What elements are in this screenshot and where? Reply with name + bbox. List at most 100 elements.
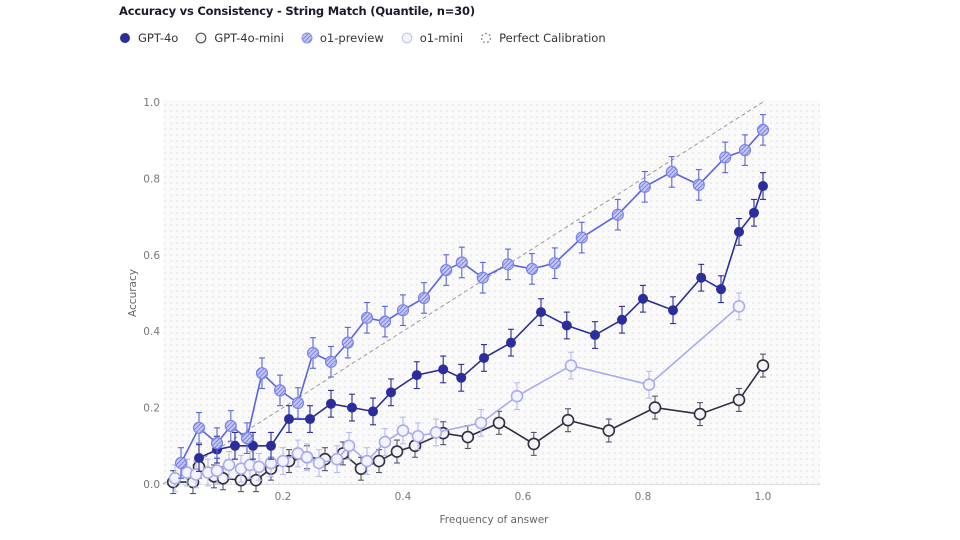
data-point [692, 178, 705, 191]
data-point [738, 144, 752, 157]
legend-item-o1-preview[interactable]: o1-preview [301, 31, 384, 45]
hatched-circle-icon [301, 32, 313, 44]
data-point [642, 378, 656, 391]
series-o1-mini [168, 292, 746, 493]
data-point [492, 416, 506, 430]
dashed-circle-icon [481, 32, 492, 44]
data-point [440, 263, 453, 277]
legend-item-o1-mini[interactable]: o1-mini [401, 31, 463, 45]
data-point [248, 440, 258, 451]
data-point [174, 456, 188, 470]
data-point [590, 330, 600, 341]
data-point [417, 291, 431, 305]
data-point [716, 284, 726, 295]
data-point [330, 452, 344, 466]
data-point [696, 272, 707, 283]
data-point [390, 445, 404, 458]
legend-item-perfect-calibration[interactable]: Perfect Calibration [480, 31, 606, 45]
data-point [510, 389, 524, 403]
data-point [438, 364, 449, 375]
data-point [360, 454, 374, 468]
series-gpt-4o [194, 172, 768, 472]
x-tick-label: 1.0 [755, 491, 772, 503]
filled-circle-icon [120, 33, 130, 43]
y-tick-label: 1.0 [143, 97, 160, 109]
data-point [501, 258, 515, 271]
data-point [638, 180, 651, 193]
data-point [240, 432, 254, 445]
data-point [525, 262, 539, 276]
data-point [368, 406, 378, 417]
y-tick-label: 0.6 [143, 250, 160, 262]
data-point [536, 307, 546, 318]
data-point [222, 458, 236, 472]
data-point [291, 396, 305, 410]
outline-circle-icon [195, 32, 207, 44]
legend-label: o1-mini [419, 31, 464, 45]
data-point [312, 456, 326, 470]
data-point [648, 401, 662, 414]
y-tick-label: 0.4 [143, 326, 160, 338]
data-point [396, 304, 410, 317]
light-circle-icon [401, 32, 413, 44]
data-point [306, 346, 320, 360]
data-point [474, 416, 488, 430]
legend-label: o1-preview [319, 31, 384, 45]
legend-label: GPT-4o-mini [214, 31, 284, 45]
data-point [255, 367, 269, 380]
data-point [638, 293, 648, 304]
data-point [429, 426, 443, 439]
data-point [749, 207, 759, 218]
data-point [378, 315, 392, 328]
data-point [461, 430, 475, 444]
plot-background [163, 100, 820, 484]
data-point [602, 424, 616, 437]
data-point [561, 413, 575, 427]
data-point [386, 387, 396, 398]
legend-label: GPT-4o [138, 31, 179, 45]
data-point [372, 454, 386, 468]
data-point [273, 384, 287, 397]
data-point [719, 151, 732, 164]
data-point [548, 257, 561, 270]
x-tick-label: 0.6 [515, 491, 532, 503]
data-point [341, 336, 354, 349]
data-point [300, 450, 314, 464]
data-point [564, 359, 578, 372]
data-point [617, 314, 627, 325]
data-point [456, 372, 467, 383]
legend-item-gpt-4o-mini[interactable]: GPT-4o-mini [195, 31, 284, 45]
legend: GPT-4o GPT-4o-mini o1-preview o1-mini Pe… [119, 31, 623, 45]
data-point [455, 256, 468, 269]
data-point [189, 468, 203, 481]
data-point [378, 435, 392, 449]
y-tick-label: 0.2 [143, 403, 160, 415]
data-point [347, 402, 357, 413]
y-axis-label: Accuracy [127, 269, 139, 317]
x-tick-label: 0.8 [635, 491, 652, 503]
data-point [252, 460, 266, 474]
data-point [192, 421, 206, 434]
data-point [210, 464, 224, 477]
y-tick-label: 0.0 [143, 479, 160, 491]
data-point [305, 414, 315, 425]
data-point [396, 424, 410, 437]
data-point [194, 453, 204, 464]
legend-item-gpt-4o[interactable]: GPT-4o [119, 31, 178, 45]
data-point [360, 311, 374, 324]
data-point [665, 165, 678, 179]
data-point [210, 437, 224, 450]
data-point [693, 407, 707, 421]
data-point [732, 300, 746, 313]
data-point [758, 181, 768, 192]
data-point [668, 305, 678, 316]
data-point [284, 414, 294, 425]
data-point [506, 337, 516, 348]
data-point [230, 440, 240, 451]
data-point [734, 226, 744, 237]
data-point [326, 398, 336, 409]
x-tick-label: 0.2 [275, 491, 292, 503]
data-point [756, 359, 770, 372]
data-point [732, 393, 746, 407]
